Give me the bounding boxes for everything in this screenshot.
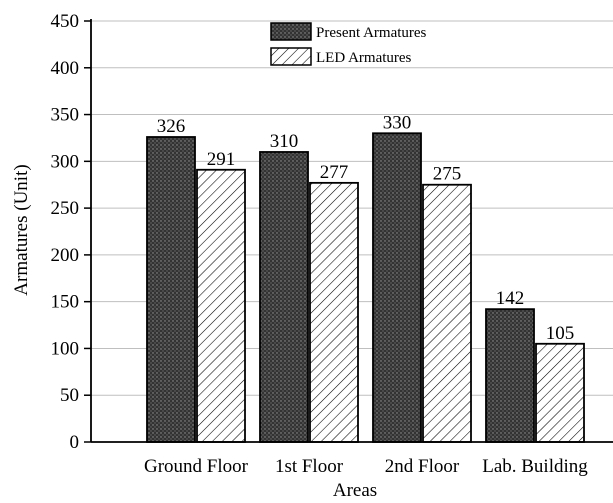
y-tick-label-200: 200 <box>51 245 80 266</box>
bar-led-0 <box>196 168 246 443</box>
y-axis-title: Armatures (Unit) <box>11 164 32 295</box>
data-label-led-2: 275 <box>433 164 462 185</box>
y-tick-label-300: 300 <box>51 151 80 172</box>
y-tick-label-400: 400 <box>51 58 80 79</box>
y-tick-label-250: 250 <box>51 198 80 219</box>
data-labels: 326 291 310 277 330 275 142 105 <box>157 112 575 344</box>
x-category-label-1: 1st Floor <box>275 456 344 477</box>
y-axis-ticks: 0 50 100 150 200 250 300 350 400 450 <box>51 11 91 453</box>
bar-present-1 <box>259 151 309 443</box>
bar-present-0 <box>146 136 196 443</box>
bar-led-3 <box>535 342 585 443</box>
bar-led-1 <box>309 181 359 443</box>
bar-present-2 <box>372 132 422 443</box>
legend-swatch-led <box>270 47 312 66</box>
data-label-led-1: 277 <box>320 162 349 183</box>
data-label-present-2: 330 <box>383 112 412 133</box>
y-tick-label-50: 50 <box>60 385 79 406</box>
data-label-led-0: 291 <box>207 149 236 170</box>
y-tick-label-150: 150 <box>51 292 80 313</box>
x-category-label-2: 2nd Floor <box>385 456 460 477</box>
data-label-present-3: 142 <box>496 288 525 309</box>
x-category-label-3: Lab. Building <box>482 456 588 477</box>
y-tick-label-450: 450 <box>51 11 80 32</box>
data-label-led-3: 105 <box>546 323 575 344</box>
y-tick-label-350: 350 <box>51 105 80 126</box>
x-category-label-0: Ground Floor <box>144 456 249 477</box>
y-tick-label-0: 0 <box>70 432 80 453</box>
axes <box>90 19 613 443</box>
bar-led-2 <box>422 183 472 443</box>
legend: Present Armatures LED Armatures <box>270 22 427 66</box>
legend-label-present: Present Armatures <box>316 25 427 41</box>
bars <box>146 132 585 443</box>
x-axis-title: Areas <box>333 480 377 501</box>
bar-present-3 <box>485 308 535 443</box>
data-label-present-1: 310 <box>270 131 299 152</box>
data-label-present-0: 326 <box>157 116 186 137</box>
legend-label-led: LED Armatures <box>316 50 412 66</box>
legend-swatch-present <box>270 22 312 41</box>
x-axis-categories: Ground Floor 1st Floor 2nd Floor Lab. Build… <box>144 456 588 477</box>
y-tick-label-100: 100 <box>51 338 80 359</box>
